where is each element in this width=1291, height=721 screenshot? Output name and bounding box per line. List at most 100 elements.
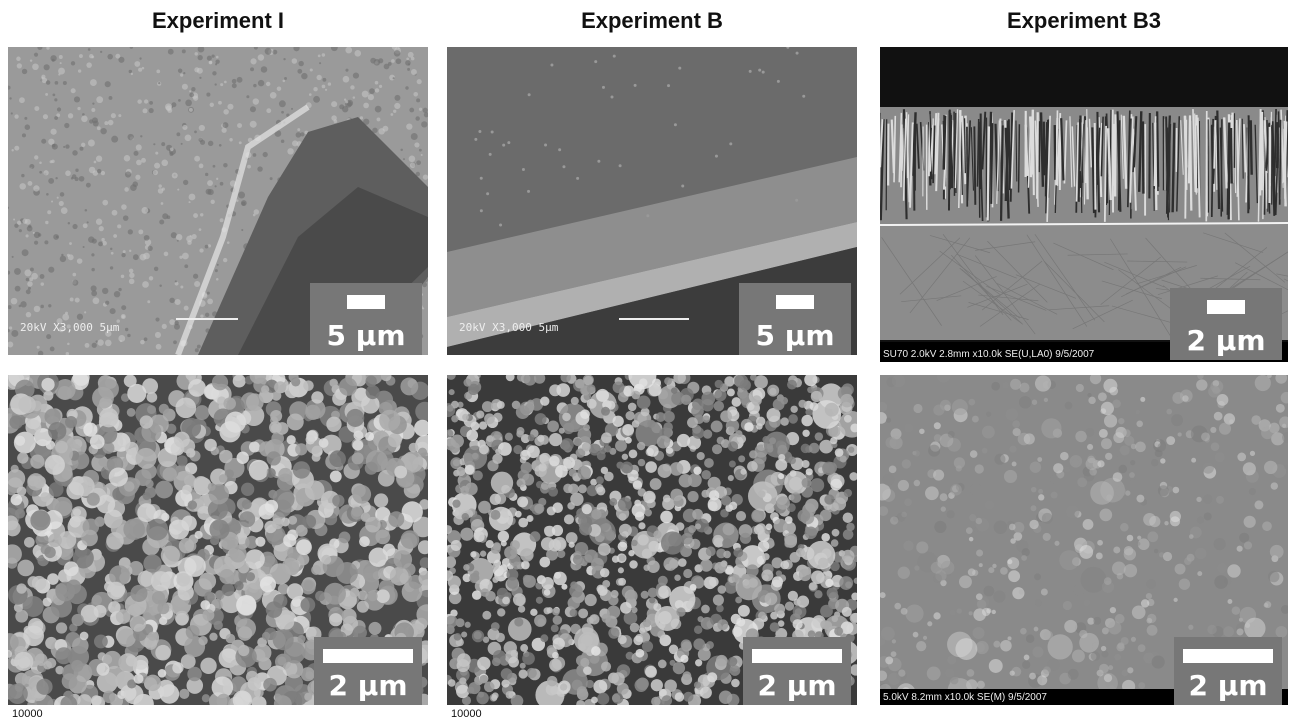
texture xyxy=(30,59,32,61)
texture xyxy=(914,565,919,570)
texture xyxy=(200,658,216,674)
texture xyxy=(842,607,852,617)
texture xyxy=(118,114,121,117)
texture xyxy=(169,319,175,325)
texture xyxy=(729,461,736,468)
texture xyxy=(409,156,416,163)
texture xyxy=(466,430,478,442)
texture xyxy=(374,493,388,507)
texture xyxy=(215,185,217,187)
texture xyxy=(305,405,320,420)
texture xyxy=(456,685,469,698)
texture xyxy=(129,250,131,252)
texture xyxy=(178,69,182,73)
texture xyxy=(1037,675,1047,685)
texture xyxy=(456,467,465,476)
texture xyxy=(410,163,415,168)
texture xyxy=(988,567,994,573)
texture xyxy=(579,523,592,536)
texture xyxy=(44,64,50,70)
texture xyxy=(801,444,810,453)
texture xyxy=(905,604,923,622)
texture xyxy=(888,672,901,685)
texture xyxy=(92,343,97,348)
texture xyxy=(1063,466,1070,473)
texture xyxy=(1010,670,1015,675)
texture xyxy=(658,464,672,478)
texture xyxy=(169,298,174,303)
texture xyxy=(622,424,634,436)
texture xyxy=(674,123,677,126)
texture xyxy=(735,597,742,604)
texture xyxy=(287,435,296,444)
texture xyxy=(898,480,909,491)
sem-image: 2 µmSU70 2.0kV 2.8mm x10.0k SE(U,LA0) 9/… xyxy=(880,47,1288,362)
texture xyxy=(1091,652,1100,661)
texture xyxy=(1270,545,1284,559)
texture xyxy=(454,633,462,641)
texture xyxy=(155,317,159,321)
texture xyxy=(815,432,823,440)
texture xyxy=(462,513,469,520)
texture xyxy=(176,132,180,136)
texture xyxy=(582,504,592,514)
texture xyxy=(843,513,853,523)
texture xyxy=(375,88,379,92)
texture xyxy=(79,176,85,182)
texture xyxy=(417,79,422,84)
texture xyxy=(715,380,723,388)
texture xyxy=(845,581,852,588)
texture xyxy=(182,84,188,90)
texture xyxy=(1115,486,1126,497)
texture xyxy=(40,274,45,279)
texture xyxy=(1063,601,1072,610)
texture xyxy=(273,629,294,650)
texture xyxy=(194,131,197,134)
texture xyxy=(601,661,611,671)
texture xyxy=(219,474,228,483)
texture xyxy=(901,512,907,518)
texture xyxy=(678,67,681,70)
texture xyxy=(15,436,25,446)
texture xyxy=(601,407,610,416)
texture xyxy=(597,693,609,705)
texture xyxy=(22,133,26,137)
texture xyxy=(1020,628,1027,635)
texture xyxy=(31,273,38,280)
texture xyxy=(979,563,983,567)
texture xyxy=(478,130,481,133)
texture xyxy=(974,528,978,532)
texture xyxy=(570,493,583,506)
texture xyxy=(344,99,346,101)
texture xyxy=(30,454,44,468)
texture xyxy=(62,673,78,689)
texture xyxy=(465,465,475,475)
texture xyxy=(729,502,737,510)
texture xyxy=(1035,599,1042,606)
texture xyxy=(1022,661,1030,669)
texture xyxy=(751,509,764,522)
texture xyxy=(83,423,97,437)
texture xyxy=(1042,513,1053,524)
texture xyxy=(613,55,616,58)
texture xyxy=(451,540,462,551)
texture xyxy=(1077,477,1087,487)
texture xyxy=(55,647,72,664)
texture xyxy=(516,478,525,487)
texture xyxy=(843,529,854,540)
texture xyxy=(46,193,49,196)
texture xyxy=(168,49,174,55)
texture xyxy=(322,85,326,89)
texture xyxy=(1197,571,1202,576)
texture xyxy=(186,625,200,639)
texture xyxy=(86,62,92,68)
texture xyxy=(706,546,716,556)
texture xyxy=(830,437,837,444)
texture xyxy=(413,92,418,97)
texture xyxy=(346,409,364,427)
texture xyxy=(609,498,617,506)
texture xyxy=(155,645,171,661)
texture xyxy=(194,281,200,287)
texture xyxy=(43,114,48,119)
texture xyxy=(24,117,27,120)
